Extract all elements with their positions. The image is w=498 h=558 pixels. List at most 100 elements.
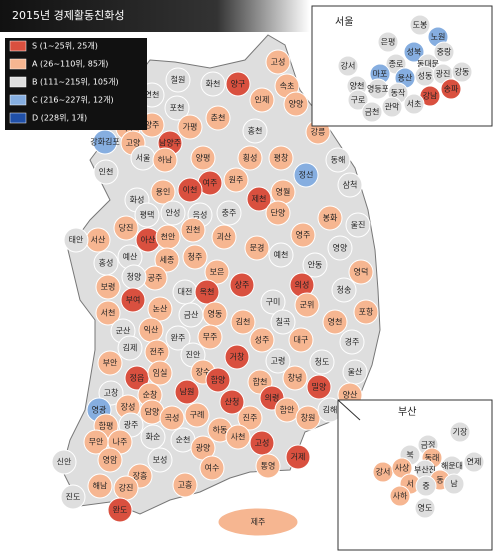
region-label: 단양 — [271, 208, 286, 218]
region — [216, 200, 242, 226]
region — [337, 172, 363, 198]
region — [270, 309, 296, 335]
region-label: 보령 — [101, 283, 116, 292]
region-label: 구미 — [266, 298, 281, 307]
region — [451, 61, 473, 83]
region — [205, 367, 231, 393]
region — [97, 447, 123, 473]
region-label: 예천 — [274, 250, 289, 260]
region-label: 곡성 — [165, 414, 180, 423]
legend-box — [5, 38, 147, 130]
region-label: 서울 — [136, 154, 151, 163]
region — [260, 289, 286, 315]
region-label: 제주 — [251, 518, 266, 527]
region — [348, 259, 374, 285]
region — [389, 485, 411, 507]
region — [415, 475, 437, 497]
region-label: 세종 — [160, 256, 175, 265]
region-label: 안성 — [166, 208, 181, 218]
region — [225, 424, 251, 450]
region-label: 동대문 — [417, 60, 439, 69]
region — [98, 380, 124, 406]
region-label: 용인 — [156, 187, 171, 197]
region — [117, 335, 143, 361]
region — [409, 14, 431, 36]
region — [197, 324, 223, 350]
region-label: 구례 — [190, 410, 205, 420]
legend: S (1~25위, 25개) A (26~110위, 85개) B (111~215… — [9, 41, 119, 124]
region-label: 예산 — [123, 252, 138, 262]
region-label: 칠곡 — [276, 318, 291, 327]
region-label: 음성 — [193, 211, 208, 220]
region-label: 춘천 — [211, 113, 226, 123]
region — [165, 67, 191, 93]
region-label: 강동 — [455, 67, 470, 77]
legend-swatch — [9, 58, 27, 70]
region-label: 함양 — [211, 376, 226, 385]
region — [178, 302, 204, 328]
region — [339, 329, 365, 355]
region-label: 당진 — [119, 223, 134, 233]
region — [293, 162, 319, 188]
region-label: 인제 — [255, 95, 270, 105]
region — [325, 147, 351, 173]
region — [440, 78, 462, 100]
region-label: 강화김포 — [90, 137, 119, 147]
region — [237, 405, 263, 431]
region-label: 성북 — [407, 48, 422, 57]
region — [165, 325, 191, 351]
region — [184, 402, 210, 428]
region-label: 기장 — [453, 427, 468, 437]
region — [283, 91, 309, 117]
region-label: 대구 — [294, 336, 309, 345]
region-label: 사상 — [395, 463, 410, 473]
region-label: 무안 — [89, 437, 104, 447]
region-label: 봉화 — [323, 214, 338, 223]
region-label: 아산 — [141, 235, 156, 245]
region-label: 거창 — [230, 353, 245, 362]
region-label: 서 — [406, 480, 413, 489]
region — [367, 78, 389, 100]
region — [255, 453, 281, 479]
legend-label: D (228위, 1개) — [32, 113, 87, 123]
region — [295, 405, 321, 431]
region-label: 사천 — [231, 432, 246, 442]
region-label: 화순 — [146, 433, 161, 442]
region-label: 원주 — [229, 176, 244, 185]
region-label: 김천 — [236, 317, 251, 327]
region-label: 서산 — [91, 235, 106, 245]
region-label: 동작 — [391, 88, 406, 98]
region-label: 나주 — [113, 438, 128, 447]
region-label: 보성 — [153, 456, 168, 465]
region — [147, 447, 173, 473]
region — [134, 202, 160, 228]
region-label: 장성 — [121, 402, 136, 412]
region-label: 영덕 — [354, 267, 369, 277]
region — [205, 105, 231, 131]
inset-title: 부산 — [398, 406, 416, 418]
region — [225, 71, 251, 97]
region — [152, 147, 178, 173]
region-label: 도봉 — [413, 21, 428, 30]
region-label: 부산진 — [414, 465, 436, 475]
region-label: 연천 — [145, 90, 160, 100]
region — [230, 309, 256, 335]
region-label: 정선 — [299, 170, 314, 180]
region — [353, 299, 379, 325]
region — [268, 242, 294, 268]
region — [282, 365, 308, 391]
region — [288, 327, 314, 353]
region — [414, 497, 436, 519]
region-label: 동해 — [331, 155, 346, 165]
region — [268, 145, 294, 171]
region — [265, 49, 291, 75]
region-label: 은평 — [381, 37, 396, 47]
region-label: 양산 — [343, 390, 358, 400]
region — [223, 167, 249, 193]
region-label: 양평 — [196, 153, 211, 163]
region — [113, 215, 139, 241]
region — [217, 507, 299, 537]
region-label: 제천 — [252, 194, 267, 204]
